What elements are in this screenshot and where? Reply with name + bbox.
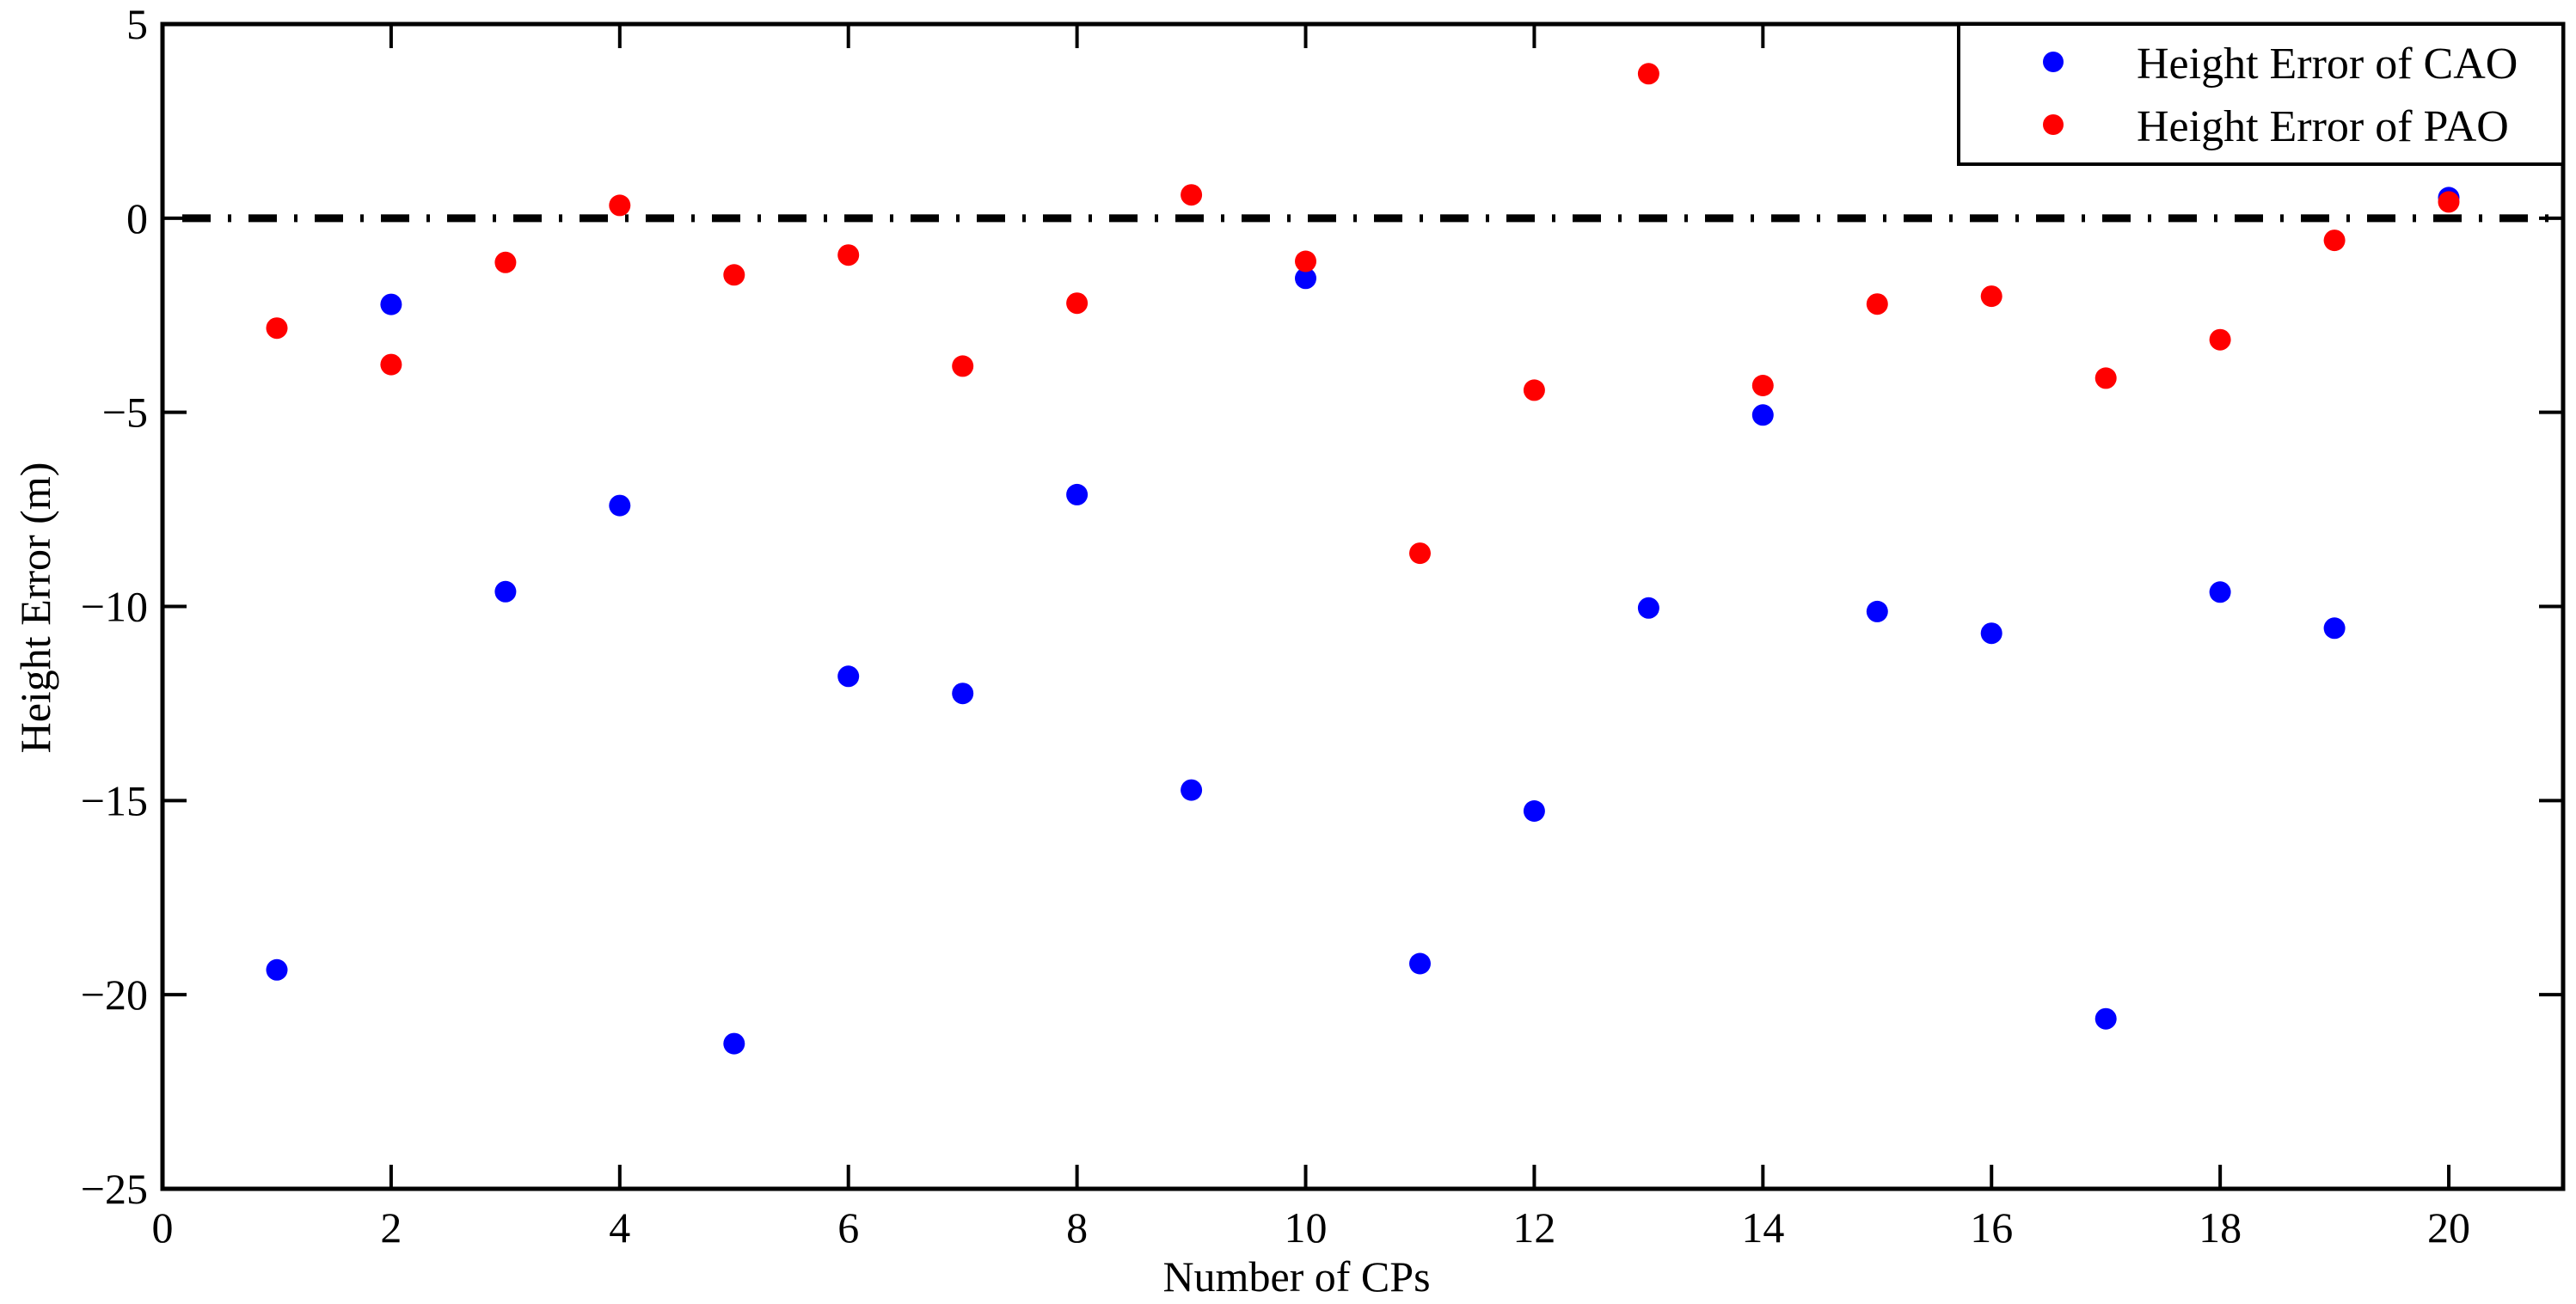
y-tick-label: 0 xyxy=(126,194,148,242)
y-tick-label: 5 xyxy=(126,0,148,48)
legend-marker-pao-icon xyxy=(2043,114,2064,135)
data-point xyxy=(1523,800,1545,822)
data-point xyxy=(266,317,288,340)
legend-label-cao: Height Error of CAO xyxy=(2137,40,2518,89)
data-point xyxy=(837,665,860,688)
plot-area xyxy=(182,63,2555,1055)
data-point xyxy=(2209,581,2231,603)
x-axis-label: Number of CPs xyxy=(1162,1252,1430,1301)
data-point xyxy=(1295,250,1316,272)
data-point xyxy=(1637,597,1659,619)
x-tick-label: 16 xyxy=(1970,1203,2013,1252)
y-tick-label: −25 xyxy=(81,1165,148,1213)
legend-marker-cao-icon xyxy=(2043,52,2064,72)
data-point xyxy=(723,264,745,286)
data-point xyxy=(1523,379,1545,401)
data-point xyxy=(1980,622,2003,645)
data-point xyxy=(952,355,974,377)
data-point xyxy=(1295,267,1316,290)
y-axis-label: Height Error (m) xyxy=(11,462,59,754)
data-point xyxy=(2323,617,2346,640)
x-tick-label: 8 xyxy=(1066,1203,1088,1252)
data-point xyxy=(380,353,402,376)
data-point xyxy=(494,580,517,603)
x-tick-label: 14 xyxy=(1741,1203,1784,1252)
data-point xyxy=(1751,404,1774,426)
data-point xyxy=(1866,600,1888,622)
data-point xyxy=(952,683,974,705)
x-tick-label: 20 xyxy=(2427,1203,2470,1252)
x-tick-label: 2 xyxy=(380,1203,402,1252)
x-tick-label: 6 xyxy=(837,1203,859,1252)
data-point xyxy=(2095,367,2117,389)
data-point xyxy=(494,251,517,273)
data-point xyxy=(1751,375,1774,396)
x-tick-label: 12 xyxy=(1512,1203,1555,1252)
data-point xyxy=(1866,293,1888,315)
legend: Height Error of CAO Height Error of PAO xyxy=(1957,22,2565,166)
data-point xyxy=(723,1032,745,1055)
y-axis-ticks: 5 0 −5 −10 −15 −20 −25 xyxy=(81,0,2563,1213)
data-point xyxy=(2438,191,2460,213)
legend-item-cao: Height Error of CAO xyxy=(2043,40,2518,89)
y-tick-label: −10 xyxy=(81,583,148,631)
data-point xyxy=(1980,285,2003,308)
series-cao-points xyxy=(266,187,2460,1055)
x-tick-label: 0 xyxy=(152,1203,174,1252)
data-point xyxy=(609,194,631,217)
legend-item-pao: Height Error of PAO xyxy=(2043,102,2509,151)
y-tick-label: −15 xyxy=(81,776,148,824)
x-tick-label: 10 xyxy=(1285,1203,1328,1252)
data-point xyxy=(2095,1007,2117,1030)
data-point xyxy=(1066,483,1089,505)
legend-box xyxy=(1957,22,2565,166)
data-point xyxy=(1409,542,1431,565)
legend-label-pao: Height Error of PAO xyxy=(2137,102,2509,151)
data-point xyxy=(837,244,860,266)
data-point xyxy=(609,494,631,517)
data-point xyxy=(2323,230,2346,252)
data-point xyxy=(2209,328,2231,351)
data-point xyxy=(1637,63,1659,85)
x-tick-label: 18 xyxy=(2199,1203,2242,1252)
data-point xyxy=(1066,292,1089,315)
x-tick-label: 4 xyxy=(609,1203,630,1252)
data-point xyxy=(1181,184,1203,206)
data-point xyxy=(1181,779,1203,801)
data-point xyxy=(266,958,288,981)
data-point xyxy=(1409,952,1431,975)
y-tick-label: −5 xyxy=(102,389,148,437)
y-tick-label: −20 xyxy=(81,970,148,1019)
data-point xyxy=(380,293,402,315)
series-pao-points xyxy=(266,63,2460,565)
